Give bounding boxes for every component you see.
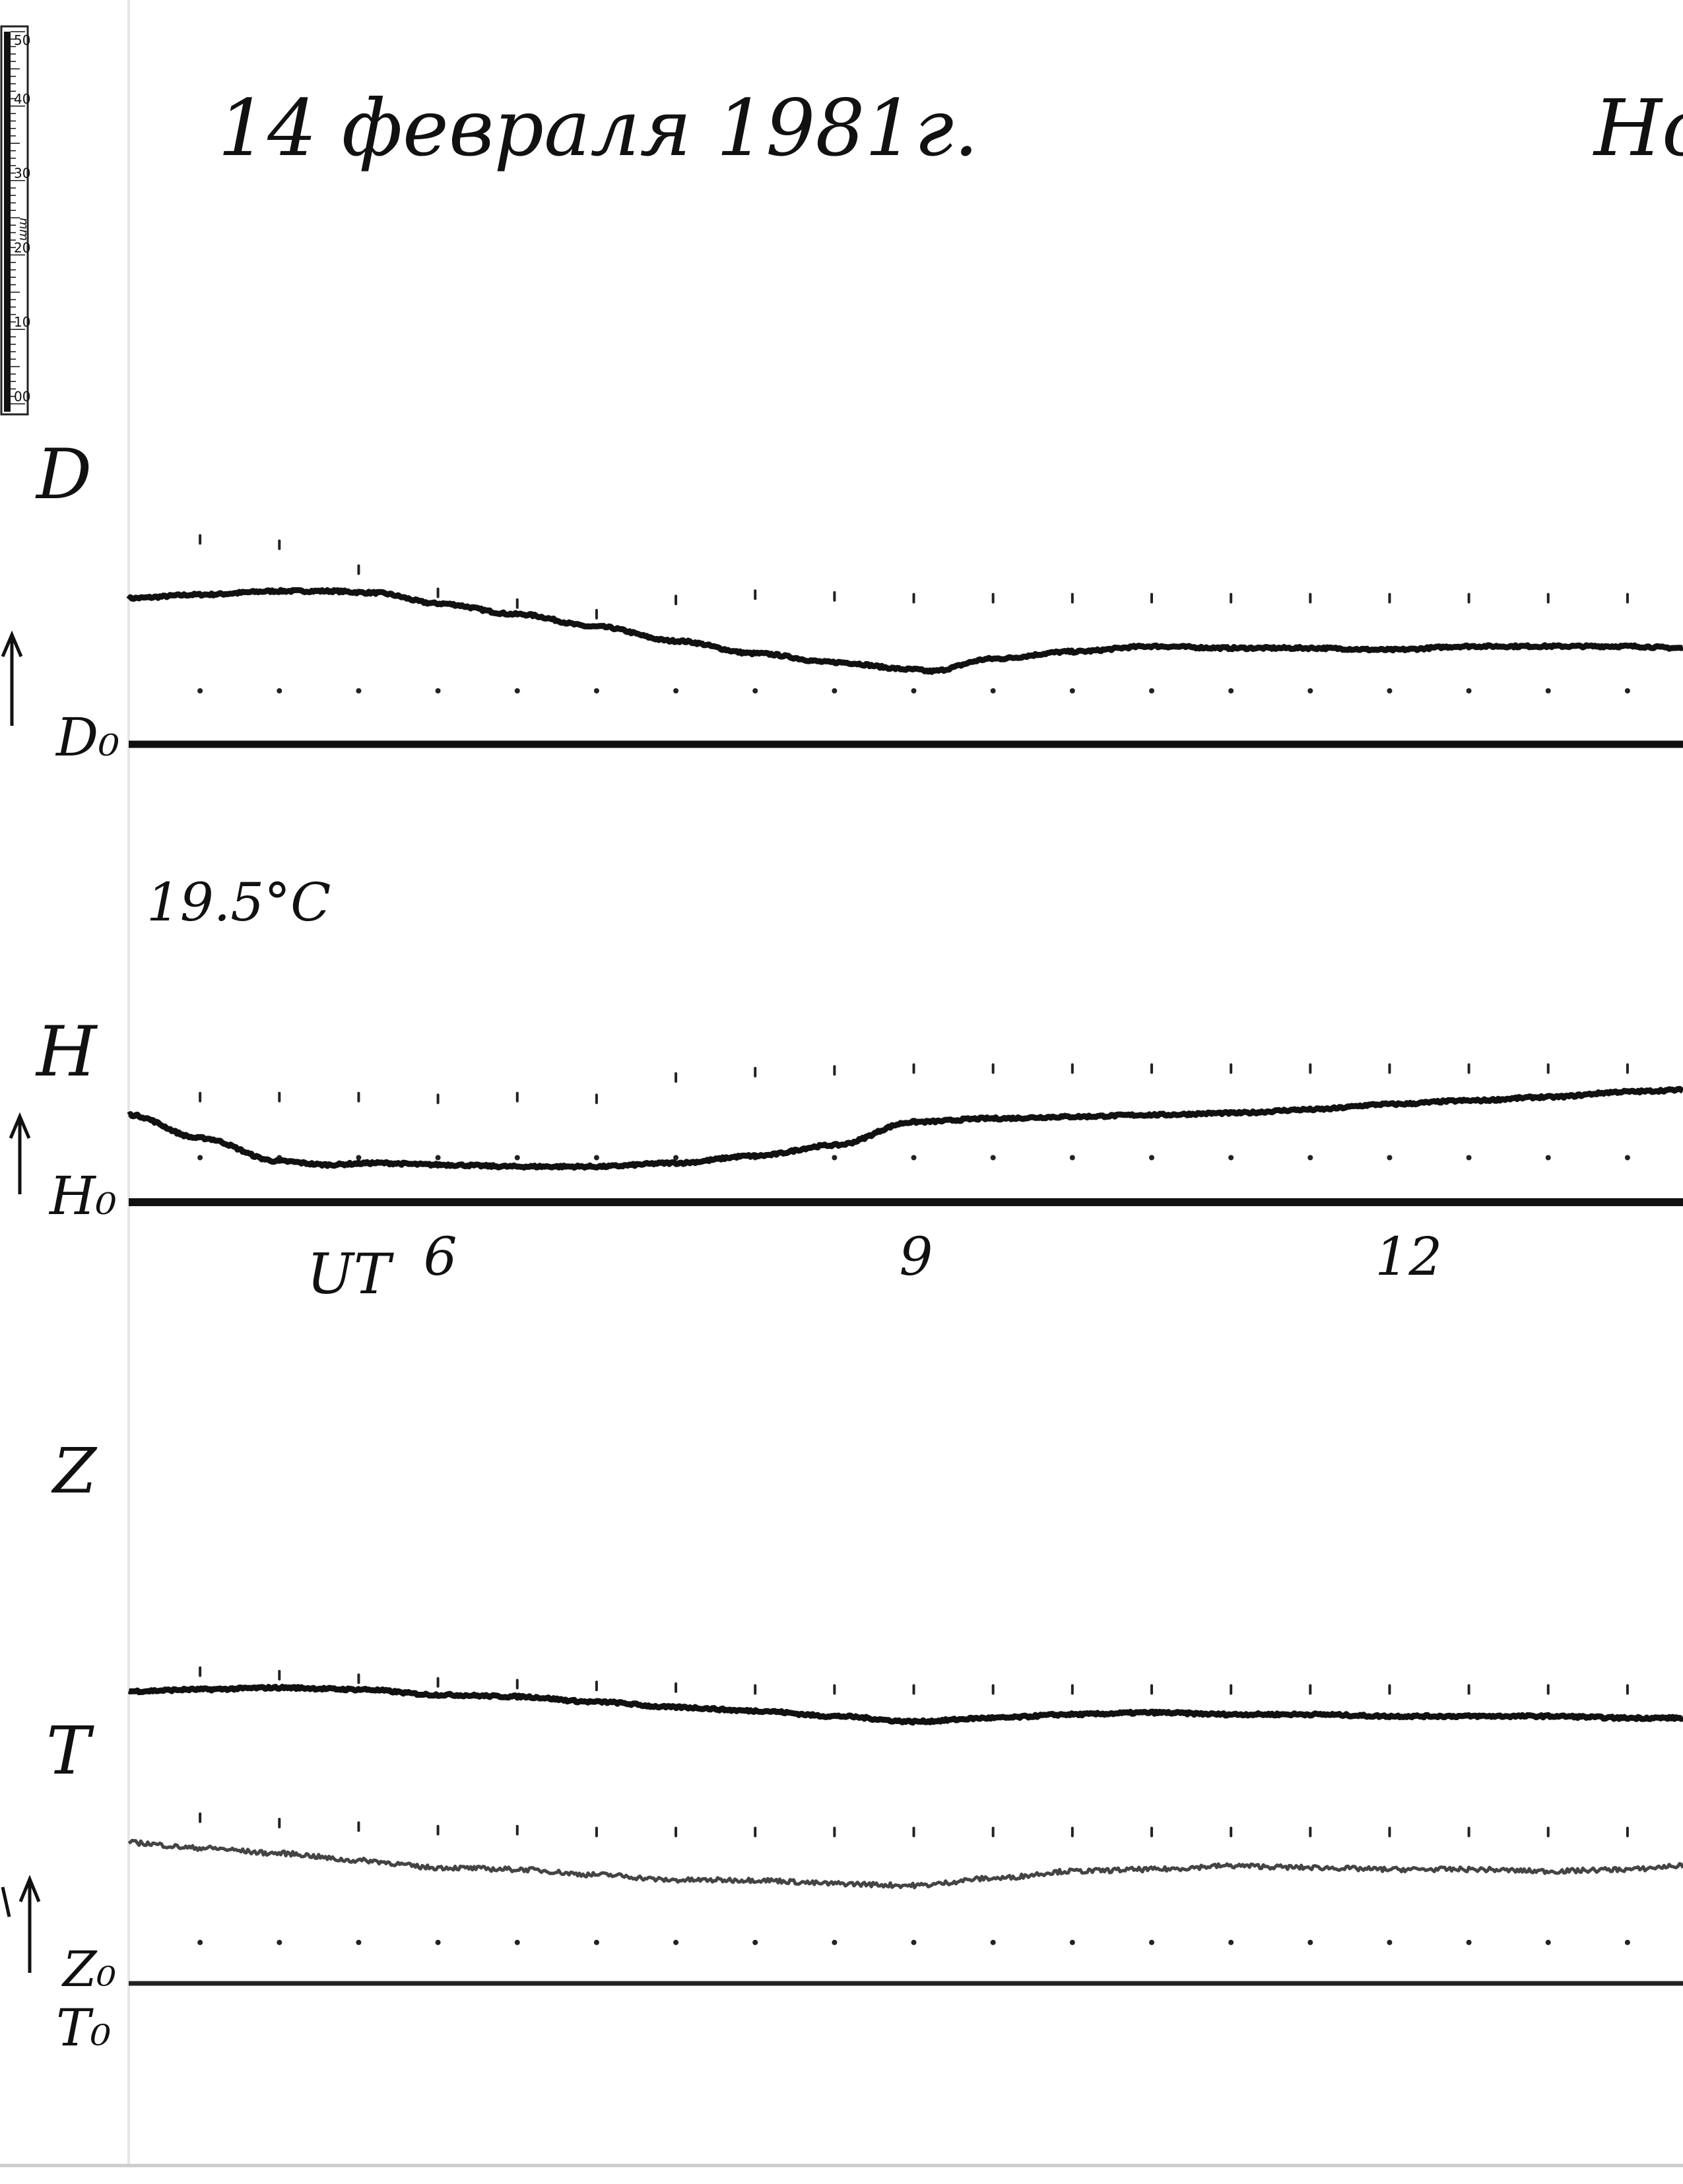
- trace-label-t: T: [46, 1712, 94, 1789]
- hour-mark-h-lower: [832, 1155, 838, 1161]
- chart-date-title: 14 февраля 1981г.: [218, 82, 979, 174]
- hour-mark-h-lower: [356, 1155, 362, 1161]
- trace-line-h: [127, 1085, 1683, 1171]
- x-tick-label: 6: [424, 1226, 457, 1287]
- trace-line-d: [126, 587, 1683, 675]
- hour-mark-d-lower: [435, 688, 441, 693]
- trace-label-z0: Z₀: [61, 1941, 116, 1998]
- arrow-up-icon: [1, 630, 23, 726]
- trace-label-d: D: [35, 434, 92, 515]
- hour-mark-t-lower: [911, 1939, 917, 1945]
- hour-mark-t-lower: [990, 1939, 996, 1945]
- trace-label-t0: T₀: [56, 1999, 111, 2058]
- hour-mark-h-lower: [1545, 1155, 1551, 1161]
- trace-label-z: Z: [51, 1435, 98, 1508]
- hour-mark-h-lower: [1624, 1155, 1630, 1161]
- hour-mark-d-lower: [911, 688, 917, 693]
- hour-mark-t-lower: [197, 1939, 203, 1945]
- hour-mark-t-lower: [1466, 1939, 1472, 1945]
- hour-mark-d-lower: [990, 688, 996, 693]
- x-tick-label: 12: [1375, 1226, 1442, 1287]
- mm-scale-ruler: 50 40 30 20 10 00 mm: [0, 25, 30, 416]
- ruler-tick-label: 30: [14, 166, 30, 181]
- hour-mark-h-lower: [593, 1155, 599, 1161]
- ruler-tick-label: 20: [14, 240, 30, 255]
- arrow-up-icon: [1, 1875, 41, 1973]
- ruler-black-bar: [4, 32, 11, 412]
- station-name-fragment: Но: [1593, 82, 1683, 174]
- hour-mark-t-lower: [1624, 1939, 1630, 1945]
- hour-mark-h-lower: [1307, 1155, 1313, 1161]
- hour-mark-h-lower: [197, 1155, 203, 1161]
- hour-mark-t-lower: [832, 1939, 838, 1945]
- hour-mark-d-lower: [673, 688, 679, 693]
- hour-mark-t-lower: [1307, 1939, 1313, 1945]
- hour-mark-h-lower: [1228, 1155, 1234, 1161]
- hour-mark-h-lower: [1466, 1155, 1472, 1161]
- ruler-tick-label: 00: [14, 389, 30, 404]
- hour-mark-d-lower: [1307, 688, 1313, 693]
- trace-label-h: H: [35, 1012, 98, 1092]
- hour-mark-t-lower: [1545, 1939, 1551, 1945]
- hour-mark-t-lower: [277, 1939, 282, 1945]
- ruler-unit-label: mm: [16, 218, 30, 241]
- hour-mark-t-lower: [1228, 1939, 1234, 1945]
- hour-mark-d-lower: [1148, 688, 1154, 693]
- hour-mark-d-lower: [277, 688, 282, 693]
- hour-mark-h-lower: [435, 1155, 441, 1161]
- hour-mark-t-lower: [673, 1939, 679, 1945]
- trace-line-t: [127, 1838, 1683, 1890]
- hour-mark-h-lower: [990, 1155, 996, 1161]
- hour-mark-h-lower: [514, 1155, 520, 1161]
- hour-mark-t-lower: [1069, 1939, 1075, 1945]
- hour-mark-h-lower: [1387, 1155, 1393, 1161]
- hour-mark-h-lower: [1148, 1155, 1154, 1161]
- hour-mark-d-lower: [356, 688, 362, 693]
- hour-mark-d-lower: [752, 688, 758, 693]
- x-tick-label: 9: [900, 1226, 933, 1287]
- hour-mark-d-lower: [1624, 688, 1630, 693]
- hour-mark-t-lower: [1387, 1939, 1393, 1945]
- hour-mark-d-lower: [197, 688, 203, 693]
- hour-mark-d-lower: [514, 688, 520, 693]
- hour-mark-t-lower: [752, 1939, 758, 1945]
- hour-mark-t-lower: [435, 1939, 441, 1945]
- hour-mark-d-lower: [1228, 688, 1234, 693]
- x-axis-tick-labels: 6 9 12: [424, 1226, 1443, 1287]
- ruler-tick-label: 40: [14, 91, 30, 107]
- ruler-tick-label: 10: [14, 314, 30, 330]
- hour-mark-t-lower: [356, 1939, 362, 1945]
- trace-label-d0: D₀: [55, 707, 119, 768]
- hour-mark-h-lower: [911, 1155, 917, 1161]
- ruler-tick-label: 50: [14, 32, 30, 48]
- hour-mark-d-lower: [1545, 688, 1551, 693]
- trace-label-h0: H₀: [48, 1165, 117, 1227]
- arrow-up-icon: [9, 1112, 31, 1194]
- trace-lines: [126, 587, 1683, 1890]
- hour-mark-h-lower: [1069, 1155, 1075, 1161]
- hour-mark-t-lower: [514, 1939, 520, 1945]
- hour-mark-d-lower: [832, 688, 838, 693]
- hour-mark-t-lower: [593, 1939, 599, 1945]
- hour-mark-t-lower: [1148, 1939, 1154, 1945]
- x-axis-label-ut: UT: [307, 1242, 395, 1306]
- hour-mark-d-lower: [1387, 688, 1393, 693]
- hour-mark-d-lower: [1466, 688, 1472, 693]
- trace-line-z: [127, 1683, 1683, 1726]
- hour-mark-h-lower: [673, 1155, 679, 1161]
- temperature-note: 19.5°C: [147, 872, 331, 933]
- hour-mark-d-lower: [1069, 688, 1075, 693]
- hour-marks: [197, 534, 1630, 1945]
- hour-mark-d-lower: [593, 688, 599, 693]
